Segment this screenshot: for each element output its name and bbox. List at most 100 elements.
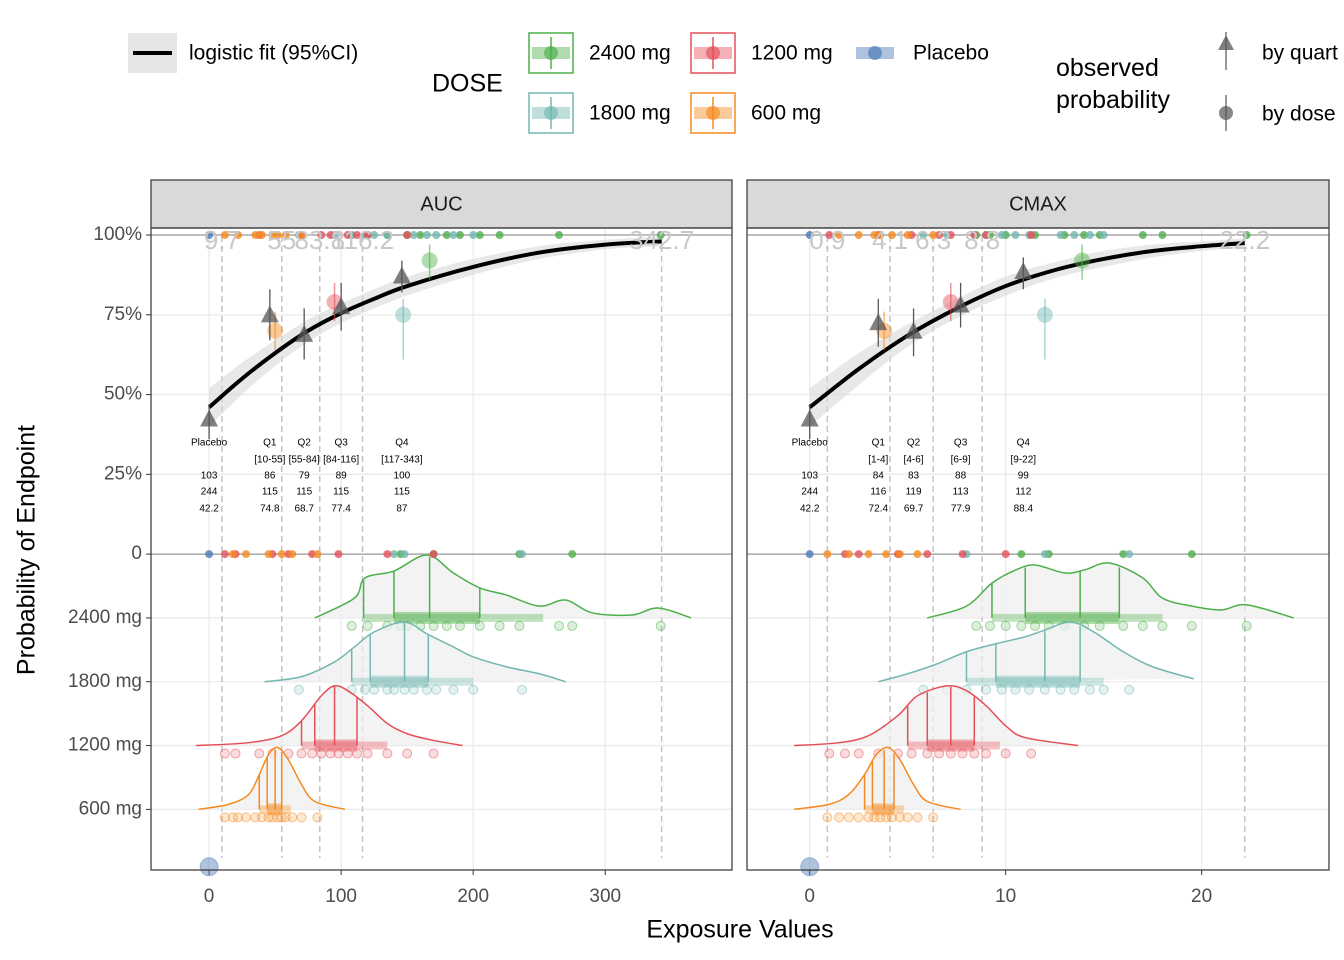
response-rug [1187, 550, 1196, 559]
quartile-table-cell: 83 [908, 471, 920, 482]
quartile-table-cell: Q1 [872, 438, 886, 449]
exposure-point [912, 812, 923, 823]
exposure-point [293, 684, 304, 695]
quartile-table-cell: 119 [906, 487, 922, 498]
exposure-point [1098, 684, 1109, 695]
iqr-bar [393, 611, 480, 624]
response-rug [854, 550, 863, 559]
exposure-point [494, 620, 505, 631]
exposure-point [362, 620, 373, 631]
exposure-point [241, 812, 252, 823]
x-tick-label: 20 [1191, 886, 1212, 907]
exposure-point [824, 748, 835, 759]
exposure-point [887, 812, 898, 823]
exposure-point [227, 812, 238, 823]
quartile-table-cell: 89 [336, 471, 348, 482]
response-rug [958, 550, 967, 559]
strip-label: CMAX [1009, 193, 1067, 215]
cutpoint-label: 22.2 [1219, 225, 1270, 255]
quartile-observed [869, 313, 888, 331]
y-tick-label: 0 [131, 543, 142, 564]
response-rug [946, 231, 955, 240]
response-rug [257, 231, 266, 240]
response-rug [409, 231, 418, 240]
quartile-table-cell: [4-6] [904, 455, 924, 466]
quartile-table-cell: 116 [870, 487, 886, 498]
quartile-table-cell: Q2 [907, 438, 921, 449]
response-rug [1242, 231, 1251, 240]
response-rug [1011, 231, 1020, 240]
quartile-table-cell: 79 [299, 471, 311, 482]
x-tick-label: 200 [457, 886, 489, 907]
y-tick-label: 50% [104, 384, 142, 405]
exposure-point [1024, 684, 1035, 695]
exposure-point [1241, 620, 1252, 631]
range-bar [363, 613, 544, 622]
iqr-bar [370, 675, 429, 688]
exposure-point [230, 748, 241, 759]
cutpoint-label: 6.3 [915, 225, 951, 255]
range-bar [966, 677, 1104, 686]
exposure-point [325, 748, 336, 759]
response-rug [205, 550, 214, 559]
quartile-table-cell: [1-4] [868, 455, 888, 466]
response-rug [334, 550, 343, 559]
exposure-point [1094, 620, 1105, 631]
response-rug [383, 231, 392, 240]
legend-dose-title: DOSE [432, 70, 503, 98]
exposure-point [843, 812, 854, 823]
iqr-bar [1025, 611, 1120, 624]
quartile-table-cell: 100 [394, 471, 411, 482]
quartile-table-cell: 99 [1018, 471, 1030, 482]
exposure-point [428, 620, 439, 631]
exposure-point [834, 812, 845, 823]
quartile-table-cell: Placebo [792, 438, 829, 449]
response-rug [363, 231, 372, 240]
response-rug [370, 231, 379, 240]
exposure-point [853, 812, 864, 823]
response-rug [242, 550, 251, 559]
exposure-point [981, 684, 992, 695]
response-rug [913, 550, 922, 559]
exposure-point [1069, 684, 1080, 695]
density-fill [794, 685, 1079, 746]
quartile-table-cell: Q4 [1017, 438, 1031, 449]
exposure-point [233, 812, 244, 823]
quartile-table-cell: 244 [201, 487, 218, 498]
exposure-point [945, 748, 956, 759]
exposure-point [312, 812, 323, 823]
quartile-table-cell: [6-9] [951, 455, 971, 466]
exposure-point [474, 620, 485, 631]
exposure-point [287, 812, 298, 823]
exposure-point [362, 748, 373, 759]
response-rug [1070, 231, 1079, 240]
y-axis-title: Probability of Endpoint [13, 425, 41, 675]
response-rug [876, 231, 885, 240]
exposure-point [402, 748, 413, 759]
exposure-point [1000, 748, 1011, 759]
quartile-table-cell: 42.2 [800, 504, 820, 515]
exposure-point [351, 748, 362, 759]
quartile-observed [951, 295, 970, 313]
response-rug [281, 231, 290, 240]
exposure-point [514, 620, 525, 631]
legend-key-box [528, 92, 574, 134]
response-rug [422, 231, 431, 240]
response-rug [205, 231, 214, 240]
response-rug [455, 231, 464, 240]
response-rug [518, 550, 527, 559]
cutpoint-label: 4.1 [872, 225, 908, 255]
legend-dose-label: by dose [1262, 103, 1336, 126]
legend-quartile-label: by quart [1262, 42, 1338, 65]
strip-label: AUC [420, 193, 462, 215]
panel-border [746, 227, 1330, 871]
exposure-point [517, 684, 528, 695]
exposure-point [1118, 620, 1129, 631]
legend-key-box [690, 32, 736, 74]
exposure-point [981, 748, 992, 759]
exposure-point [296, 812, 307, 823]
response-rug [429, 550, 438, 559]
dose-observed [267, 322, 284, 339]
density-curve [927, 562, 1294, 619]
quartile-table-cell: 42.2 [199, 504, 219, 515]
